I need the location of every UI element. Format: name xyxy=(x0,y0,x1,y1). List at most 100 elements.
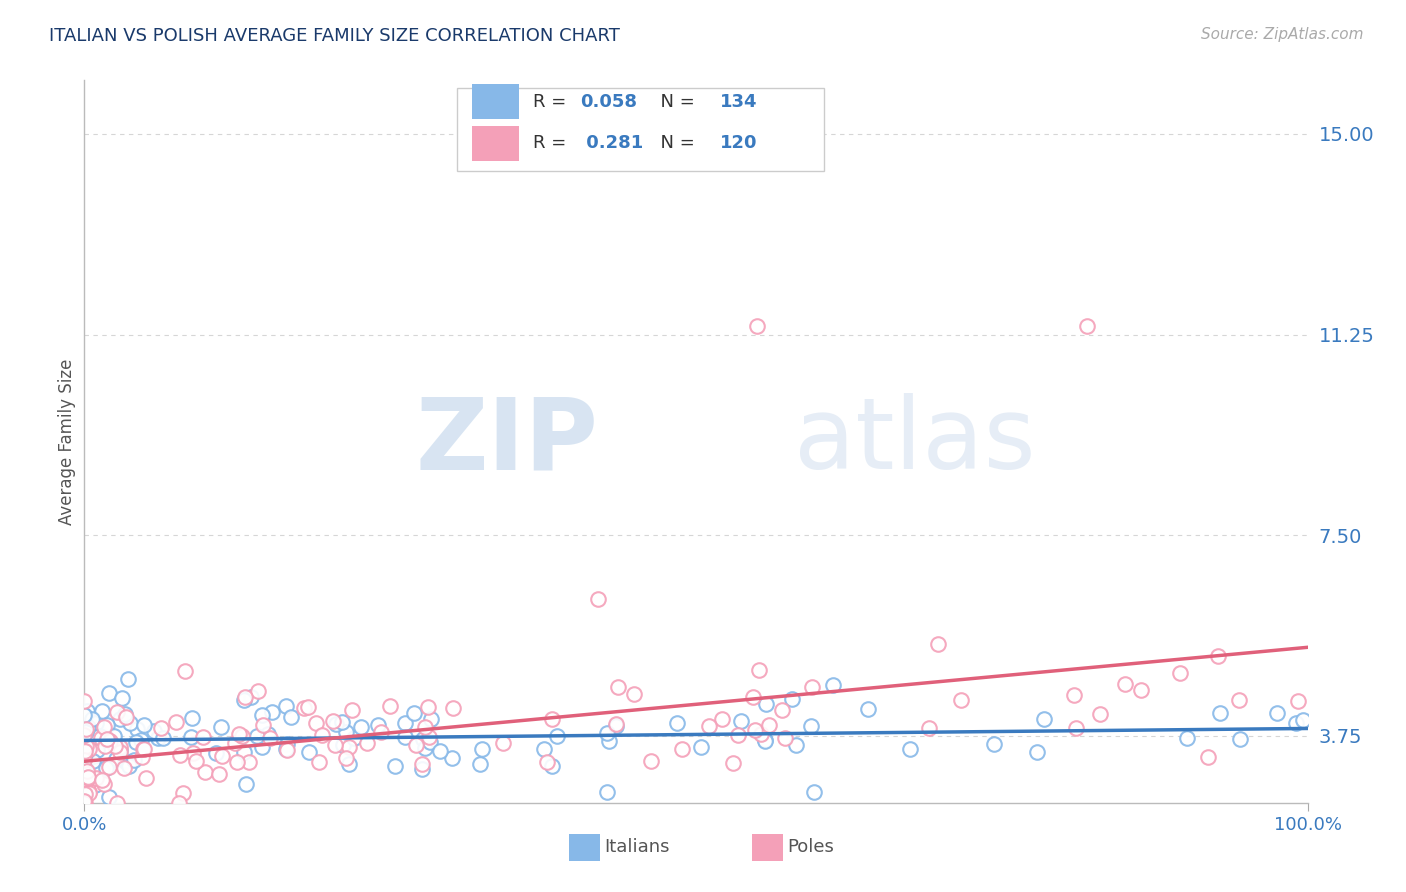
Point xyxy=(93,720,115,734)
Point xyxy=(118,759,141,773)
Point xyxy=(232,745,254,759)
Point xyxy=(898,742,921,756)
Point xyxy=(167,796,190,810)
Point xyxy=(96,717,118,731)
Point xyxy=(280,709,302,723)
Point xyxy=(918,721,941,735)
Point xyxy=(546,729,568,743)
Point xyxy=(86,730,108,744)
Point xyxy=(748,663,770,677)
Point xyxy=(165,714,187,729)
Point xyxy=(77,712,100,726)
Point xyxy=(73,760,96,774)
Point xyxy=(98,734,121,748)
Point xyxy=(224,736,246,750)
Point xyxy=(169,747,191,762)
Point xyxy=(418,730,440,744)
Point xyxy=(605,716,627,731)
Point xyxy=(93,739,115,753)
Point xyxy=(82,712,104,726)
Point xyxy=(308,755,330,769)
Point xyxy=(343,731,366,746)
Point xyxy=(276,737,298,751)
Point xyxy=(76,773,98,788)
Point xyxy=(744,723,766,737)
Point xyxy=(90,764,112,778)
Point xyxy=(105,705,128,719)
Point xyxy=(598,733,620,747)
Point xyxy=(152,731,174,746)
Point xyxy=(607,681,630,695)
Point xyxy=(131,742,153,756)
Point xyxy=(1129,682,1152,697)
Text: N =: N = xyxy=(650,135,702,153)
Point xyxy=(73,760,96,774)
Point xyxy=(1197,749,1219,764)
Point xyxy=(180,730,202,744)
Point xyxy=(596,785,619,799)
Point xyxy=(97,790,120,805)
Point xyxy=(73,749,96,764)
Point xyxy=(73,776,96,790)
Point xyxy=(84,778,107,792)
Point xyxy=(146,731,169,746)
Point xyxy=(173,665,195,679)
Point xyxy=(73,727,96,741)
Point xyxy=(727,729,749,743)
Point xyxy=(84,730,107,744)
Point xyxy=(73,794,96,808)
Point xyxy=(73,735,96,749)
Point xyxy=(73,726,96,740)
Point xyxy=(235,777,257,791)
Point xyxy=(429,744,451,758)
Point xyxy=(340,703,363,717)
Point xyxy=(75,725,97,739)
Point xyxy=(742,690,765,704)
Point xyxy=(755,697,778,711)
Point xyxy=(125,722,148,736)
Point xyxy=(181,711,204,725)
Point xyxy=(76,704,98,718)
Point xyxy=(823,678,845,692)
Point xyxy=(73,709,96,723)
Point xyxy=(132,718,155,732)
Point xyxy=(1229,731,1251,746)
Point xyxy=(492,736,515,750)
Point xyxy=(104,739,127,753)
Point xyxy=(135,772,157,786)
Point xyxy=(194,765,217,780)
Point xyxy=(536,755,558,769)
Point xyxy=(1064,722,1087,736)
Point xyxy=(471,742,494,756)
Point xyxy=(412,732,434,747)
Point xyxy=(665,715,688,730)
Point xyxy=(1175,731,1198,745)
Point xyxy=(110,745,132,759)
Point xyxy=(274,699,297,714)
Point xyxy=(184,755,207,769)
Point xyxy=(367,718,389,732)
Point xyxy=(91,704,114,718)
Point xyxy=(541,712,564,726)
Point xyxy=(721,756,744,770)
Point xyxy=(710,712,733,726)
Point xyxy=(322,714,344,729)
Point xyxy=(856,702,879,716)
Point xyxy=(541,759,564,773)
Point xyxy=(204,746,226,760)
Y-axis label: Average Family Size: Average Family Size xyxy=(58,359,76,524)
Point xyxy=(252,718,274,732)
Point xyxy=(75,722,97,736)
Point xyxy=(419,713,441,727)
Point xyxy=(89,734,111,748)
Point xyxy=(690,739,713,754)
Point xyxy=(800,719,823,733)
Point xyxy=(298,745,321,759)
Point xyxy=(73,731,96,745)
Point xyxy=(73,744,96,758)
Point xyxy=(150,722,173,736)
Point xyxy=(114,754,136,768)
Point xyxy=(98,760,121,774)
Point xyxy=(77,786,100,800)
Text: Italians: Italians xyxy=(605,838,671,856)
